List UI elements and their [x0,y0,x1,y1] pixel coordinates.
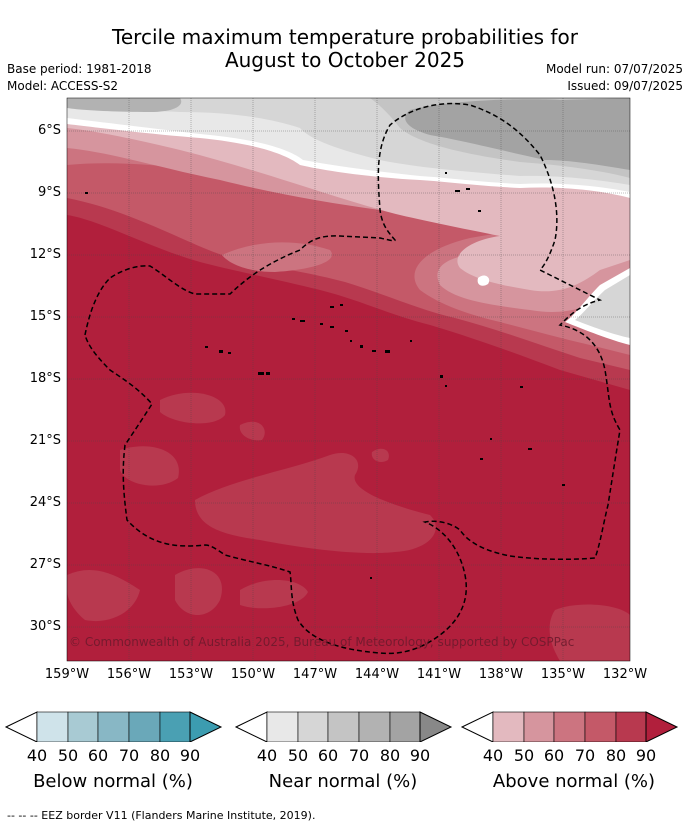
above-label-70: 70 [574,746,596,765]
colorbar-near-normal [234,711,453,742]
above-label-60: 60 [543,746,565,765]
lat-tick-12s: 12°S [29,247,61,262]
map-title-line1: Tercile maximum temperature probabilitie… [112,25,578,49]
above-label-50: 50 [513,746,535,765]
map-title-line2: August to October 2025 [224,48,466,72]
below-label-50: 50 [57,746,79,765]
above-60-patch-west [222,242,332,272]
near-normal-title: Near normal (%) [268,771,418,792]
lon-tick-156w: 156°W [106,667,152,682]
lon-tick-159w: 159°W [44,667,90,682]
near-label-90: 90 [409,746,431,765]
base-period: Base period: 1981-2018 [7,62,152,76]
below-label-80: 80 [149,746,171,765]
issued-date: Issued: 09/07/2025 [567,79,683,93]
copyright-notice: © Commonwealth of Australia 2025, Bureau… [69,635,575,649]
near-label-60: 60 [317,746,339,765]
below-normal-title: Below normal (%) [33,771,193,792]
above-label-90: 90 [635,746,657,765]
small-white-patch [477,275,490,286]
below-label-90: 90 [179,746,201,765]
near-50-zone-east [575,275,630,338]
model-name: Model: ACCESS-S2 [7,79,119,93]
lat-tick-15s: 15°S [29,309,61,324]
below-label-70: 70 [118,746,140,765]
near-70-patch-west [67,98,182,112]
map-frame [66,97,631,662]
lat-tick-9s: 9°S [37,185,61,200]
eez-footnote: -- -- -- EEZ border V11 (Flanders Marine… [7,809,316,822]
lat-tick-6s: 6°S [37,123,61,138]
lon-tick-135w: 135°W [540,667,586,682]
probability-map [66,97,631,662]
model-run-date: Model run: 07/07/2025 [545,62,683,76]
lat-tick-27s: 27°S [29,557,61,572]
above-label-80: 80 [605,746,627,765]
probability-field [67,98,630,661]
eez-border [84,102,621,655]
above-normal-title: Above normal (%) [492,771,656,792]
lat-tick-18s: 18°S [29,371,61,386]
lon-tick-138w: 138°W [478,667,524,682]
near-label-70: 70 [348,746,370,765]
lon-tick-150w: 150°W [230,667,276,682]
lat-tick-24s: 24°S [29,495,61,510]
above-label-40: 40 [482,746,504,765]
near-80-zone [405,98,630,170]
lat-tick-30s: 30°S [29,619,61,634]
lon-tick-153w: 153°W [168,667,214,682]
below-label-60: 60 [87,746,109,765]
lon-tick-141w: 141°W [416,667,462,682]
near-label-40: 40 [256,746,278,765]
lat-tick-21s: 21°S [29,433,61,448]
lon-tick-144w: 144°W [354,667,400,682]
lon-tick-132w: 132°W [602,667,648,682]
below-label-40: 40 [26,746,48,765]
island-markers [85,172,565,579]
lon-tick-147w: 147°W [292,667,338,682]
near-label-80: 80 [379,746,401,765]
near-label-50: 50 [287,746,309,765]
colorbar-below-normal [4,711,223,742]
colorbar-above-normal [460,711,679,742]
